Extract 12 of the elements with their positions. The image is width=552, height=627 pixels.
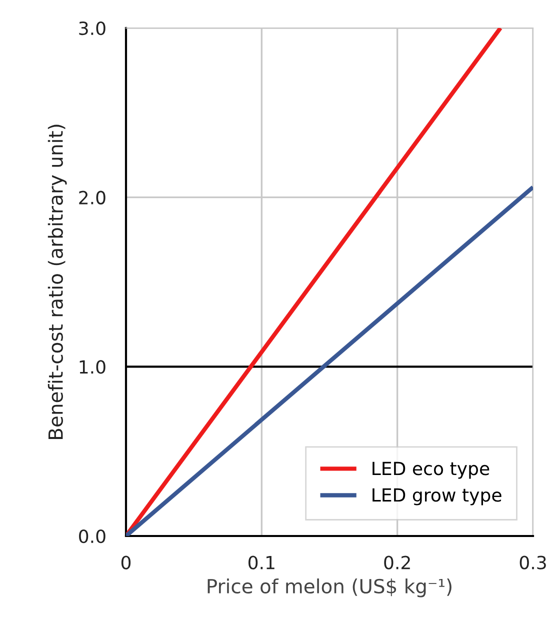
y-tick-label: 3.0 [79, 21, 106, 36]
legend-label: LED grow type [372, 488, 502, 506]
y-axis-title: Benefit-cost ratio (arbitrary unit) [48, 124, 67, 439]
x-tick-label: 0.1 [248, 556, 274, 570]
x-axis-title: Price of melon (US$ kg⁻¹) [208, 578, 452, 598]
y-tick-label: 2.0 [79, 190, 106, 204]
y-tick-label: 0.0 [79, 529, 106, 544]
y-tick-label: 1.0 [80, 360, 106, 374]
x-tick-label: 0.2 [384, 556, 410, 570]
legend-label: LED eco type [372, 462, 490, 479]
x-tick-label: 0 [121, 556, 131, 570]
x-tick-label: 0.3 [520, 556, 546, 570]
